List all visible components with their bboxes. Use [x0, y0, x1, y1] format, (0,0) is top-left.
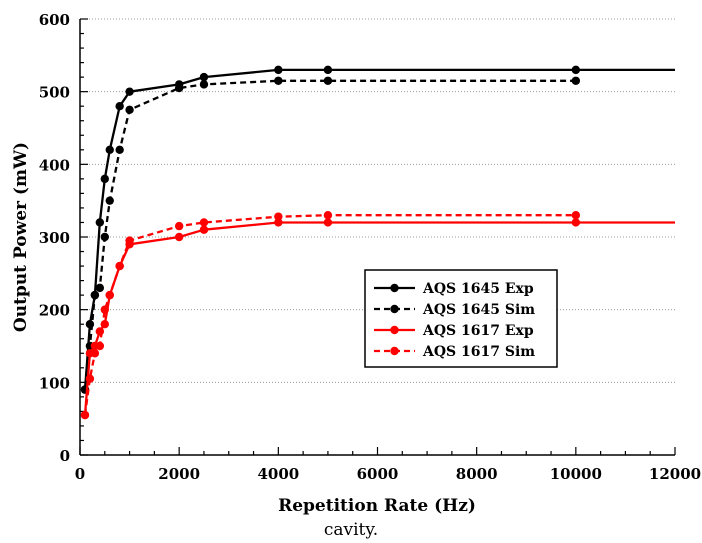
data-point — [85, 374, 95, 383]
data-point — [174, 83, 184, 93]
legend-label: AQS 1617 Sim — [422, 344, 535, 360]
y-tick-label: 300 — [39, 229, 70, 247]
legend-marker — [390, 325, 399, 335]
data-point — [174, 221, 184, 231]
legend-marker — [390, 283, 399, 293]
legend-label: AQS 1645 Sim — [422, 302, 535, 318]
x-tick-label: 8000 — [456, 465, 498, 483]
legend-item: AQS 1645 Sim — [374, 302, 535, 318]
series-group — [80, 65, 675, 420]
data-point — [125, 105, 134, 115]
data-point — [323, 211, 333, 220]
data-point — [115, 145, 124, 154]
figure-caption: cavity. — [323, 520, 379, 540]
y-tick-label: 400 — [39, 156, 70, 174]
y-tick-label: 0 — [60, 447, 70, 465]
data-point — [274, 65, 283, 75]
x-tick-label: 2000 — [158, 465, 200, 483]
x-tick-label: 10000 — [550, 465, 602, 483]
data-point — [323, 76, 333, 85]
data-point — [199, 72, 209, 82]
series-4 — [80, 211, 581, 420]
legend-item: AQS 1617 Exp — [374, 323, 534, 339]
data-point — [571, 76, 581, 85]
data-point — [174, 232, 184, 242]
data-point — [95, 218, 105, 227]
data-point — [274, 212, 283, 221]
y-tick-label: 100 — [39, 374, 70, 392]
x-tick-label: 4000 — [257, 465, 299, 483]
data-point — [105, 290, 114, 300]
data-point — [95, 327, 105, 336]
data-point — [199, 218, 209, 227]
data-point — [90, 349, 100, 358]
data-point — [105, 145, 114, 154]
data-point — [323, 218, 333, 227]
data-point — [115, 261, 124, 271]
legend-label: AQS 1617 Exp — [422, 323, 534, 339]
x-axis-label: Repetition Rate (Hz) — [278, 496, 476, 516]
legend-marker — [390, 304, 399, 314]
data-point — [100, 305, 109, 314]
data-point — [199, 80, 209, 89]
data-point — [323, 65, 333, 75]
y-axis-label: Output Power (mW) — [11, 142, 31, 332]
data-point — [125, 87, 134, 96]
data-point — [90, 290, 100, 300]
y-tick-label: 600 — [39, 11, 70, 29]
data-point — [199, 225, 209, 234]
series-line — [83, 68, 675, 390]
legend-item: AQS 1617 Sim — [374, 344, 535, 360]
legend-marker — [390, 346, 399, 356]
data-point — [571, 218, 581, 227]
data-point — [100, 174, 109, 184]
data-point — [125, 236, 134, 245]
data-point — [115, 102, 124, 111]
y-tick-label: 500 — [39, 84, 70, 102]
data-point — [105, 196, 114, 205]
series-2 — [80, 76, 581, 394]
data-point — [100, 232, 109, 242]
y-tick-label: 200 — [39, 302, 70, 320]
data-point — [571, 211, 581, 220]
data-point — [95, 283, 105, 293]
data-point — [80, 410, 90, 420]
x-tick-label: 6000 — [357, 465, 399, 483]
legend-label: AQS 1645 Exp — [422, 281, 534, 297]
legend: AQS 1645 Exp AQS 1645 Sim AQS 1617 Exp AQS … — [364, 269, 558, 368]
data-point — [95, 341, 105, 351]
legend-item: AQS 1645 Exp — [374, 281, 534, 297]
data-point — [274, 218, 283, 227]
x-tick-label: 12000 — [649, 465, 701, 483]
data-point — [571, 65, 581, 75]
data-point — [274, 76, 283, 85]
x-tick-label: 0 — [75, 465, 85, 483]
